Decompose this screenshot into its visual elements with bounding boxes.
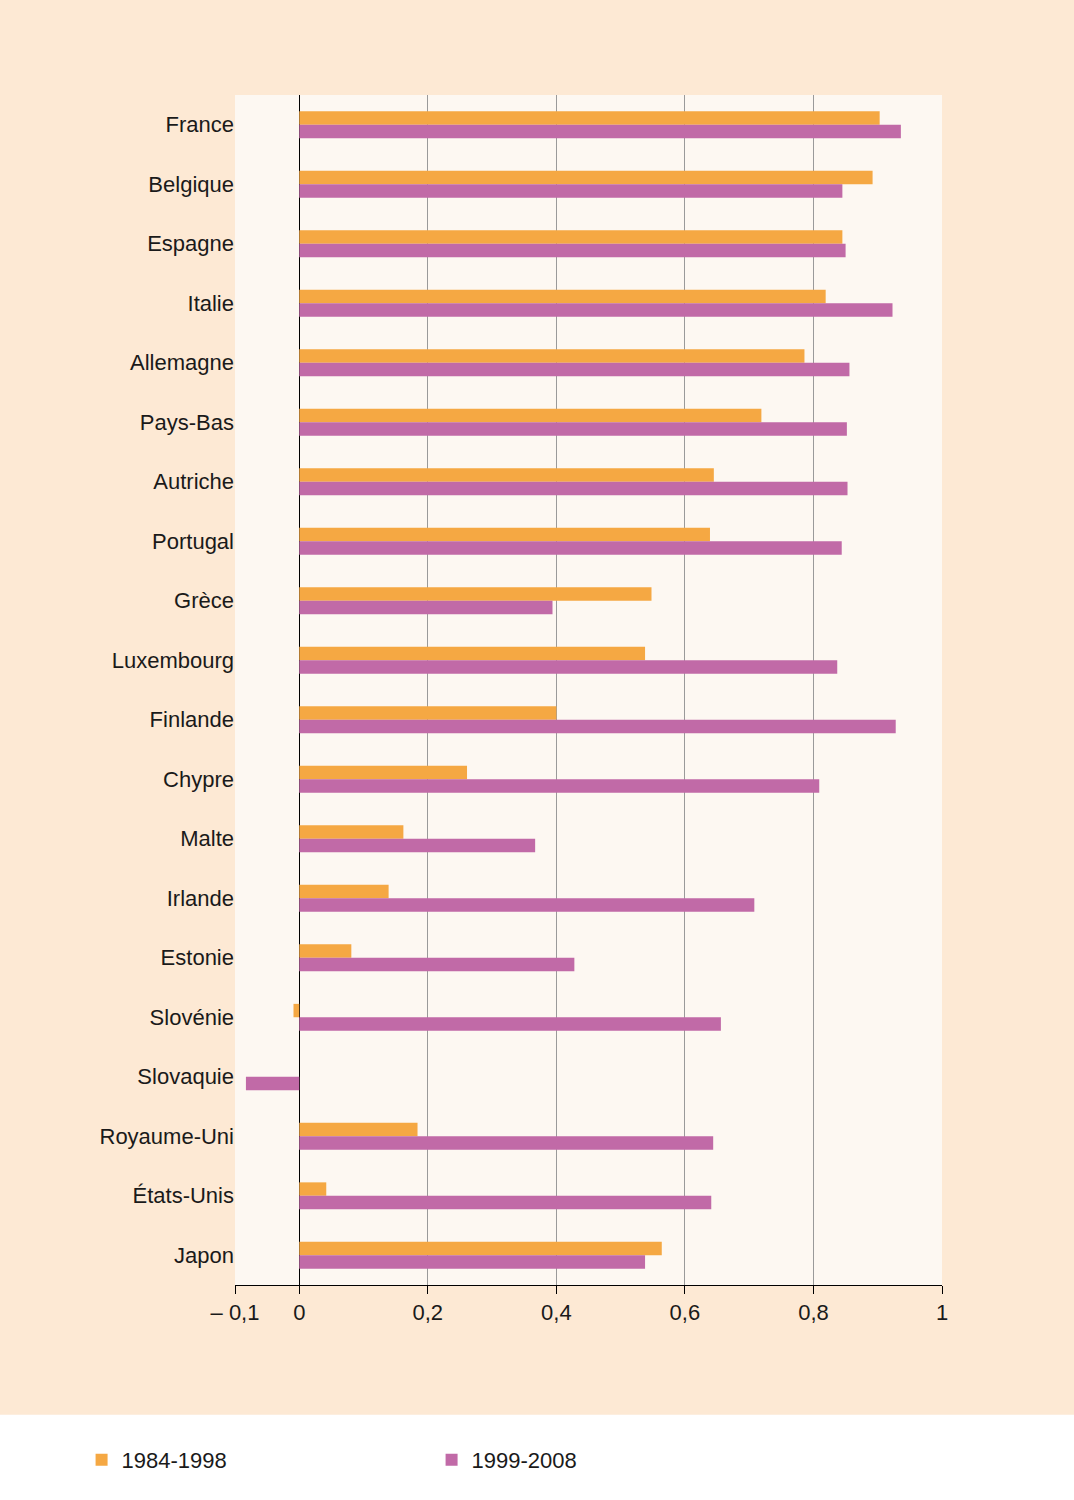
svg-text:Allemagne: Allemagne <box>130 350 234 375</box>
svg-text:Japon: Japon <box>174 1243 234 1268</box>
svg-text:– 0,1: – 0,1 <box>211 1300 260 1325</box>
svg-text:Grèce: Grèce <box>174 588 234 613</box>
svg-text:Slovaquie: Slovaquie <box>137 1064 234 1089</box>
svg-text:0: 0 <box>293 1300 305 1325</box>
svg-text:États-Unis: États-Unis <box>133 1183 234 1208</box>
svg-text:1984-1998: 1984-1998 <box>122 1448 227 1473</box>
svg-text:Royaume-Uni: Royaume-Uni <box>100 1124 235 1149</box>
svg-text:Finlande: Finlande <box>150 707 234 732</box>
svg-text:1: 1 <box>936 1300 948 1325</box>
svg-text:1999-2008: 1999-2008 <box>472 1448 577 1473</box>
svg-text:Espagne: Espagne <box>147 231 234 256</box>
svg-text:Portugal: Portugal <box>152 529 234 554</box>
svg-text:Autriche: Autriche <box>153 469 234 494</box>
svg-text:Irlande: Irlande <box>167 886 234 911</box>
svg-text:Malte: Malte <box>180 826 234 851</box>
svg-text:Belgique: Belgique <box>148 172 234 197</box>
svg-text:Slovénie: Slovénie <box>150 1005 234 1030</box>
svg-text:Chypre: Chypre <box>163 767 234 792</box>
svg-text:Estonie: Estonie <box>161 945 234 970</box>
svg-text:Pays-Bas: Pays-Bas <box>140 410 234 435</box>
svg-text:0,2: 0,2 <box>413 1300 444 1325</box>
svg-text:Italie: Italie <box>188 291 234 316</box>
svg-text:0,6: 0,6 <box>670 1300 701 1325</box>
svg-text:0,8: 0,8 <box>798 1300 829 1325</box>
svg-text:0,4: 0,4 <box>541 1300 572 1325</box>
svg-text:Luxembourg: Luxembourg <box>112 648 234 673</box>
svg-text:France: France <box>166 112 234 137</box>
